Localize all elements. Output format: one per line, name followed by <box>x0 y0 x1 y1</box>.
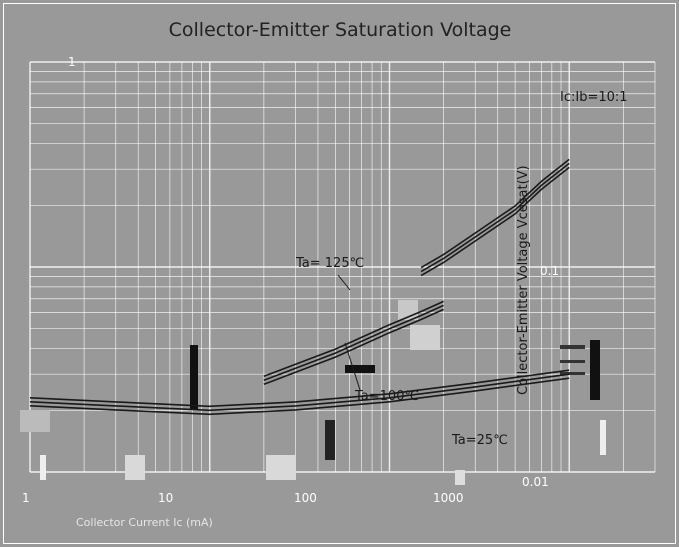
series-line-2 <box>29 373 570 412</box>
x-tick-label: 1 <box>22 491 30 505</box>
callout-line-125c <box>337 274 351 291</box>
series-line-0 <box>420 158 570 269</box>
y-tick-label: 0.1 <box>540 264 559 278</box>
scan-artifact <box>560 372 585 375</box>
x-tick-label: 10 <box>158 491 173 505</box>
chart-title: Collector-Emitter Saturation Voltage <box>169 19 512 41</box>
scan-artifact <box>190 345 198 410</box>
y-tick-label: 1 <box>68 55 76 69</box>
y-tick-label: 0.01 <box>522 475 549 489</box>
series-line-2 <box>29 369 570 408</box>
scan-artifact <box>410 325 440 350</box>
scan-artifact <box>590 340 600 400</box>
series-label-25c: Ta=25℃ <box>451 433 508 448</box>
series-line-1 <box>263 304 444 382</box>
scan-artifact <box>266 455 296 480</box>
scan-artifact <box>325 420 335 460</box>
series-line-0 <box>420 162 570 273</box>
scan-artifact <box>125 455 145 480</box>
x-tick-label: 100 <box>294 491 317 505</box>
scan-artifact <box>20 410 50 432</box>
scan-artifact <box>455 470 465 485</box>
series-line-1 <box>263 308 444 386</box>
scan-artifact <box>345 365 375 373</box>
scan-artifact <box>40 455 46 480</box>
x-tick-label: 1000 <box>433 491 464 505</box>
series-line-2 <box>29 377 570 416</box>
scan-artifact <box>560 360 585 363</box>
scan-artifact <box>600 420 606 455</box>
scan-artifact <box>560 345 585 349</box>
x-axis-label: Collector Current Ic (mA) <box>76 516 213 529</box>
y-axis-label: Collector-Emitter Voltage Vcesat(V) <box>516 165 531 395</box>
series-line-0 <box>420 166 570 277</box>
series-label-125c: Ta= 125℃ <box>295 256 364 271</box>
series-label-100c: Ta=100℃ <box>354 389 419 404</box>
series-line-1 <box>263 300 444 378</box>
chart-frame <box>3 3 676 544</box>
y-tick-labels: 1 0.1 0.01 <box>68 55 559 489</box>
background-artifacts <box>20 300 606 485</box>
data-series <box>29 158 570 416</box>
x-tick-labels: 1 10 100 1000 <box>22 491 464 505</box>
callout-line-100c <box>344 342 361 391</box>
condition-label: Ic:Ib=10:1 <box>560 90 628 105</box>
